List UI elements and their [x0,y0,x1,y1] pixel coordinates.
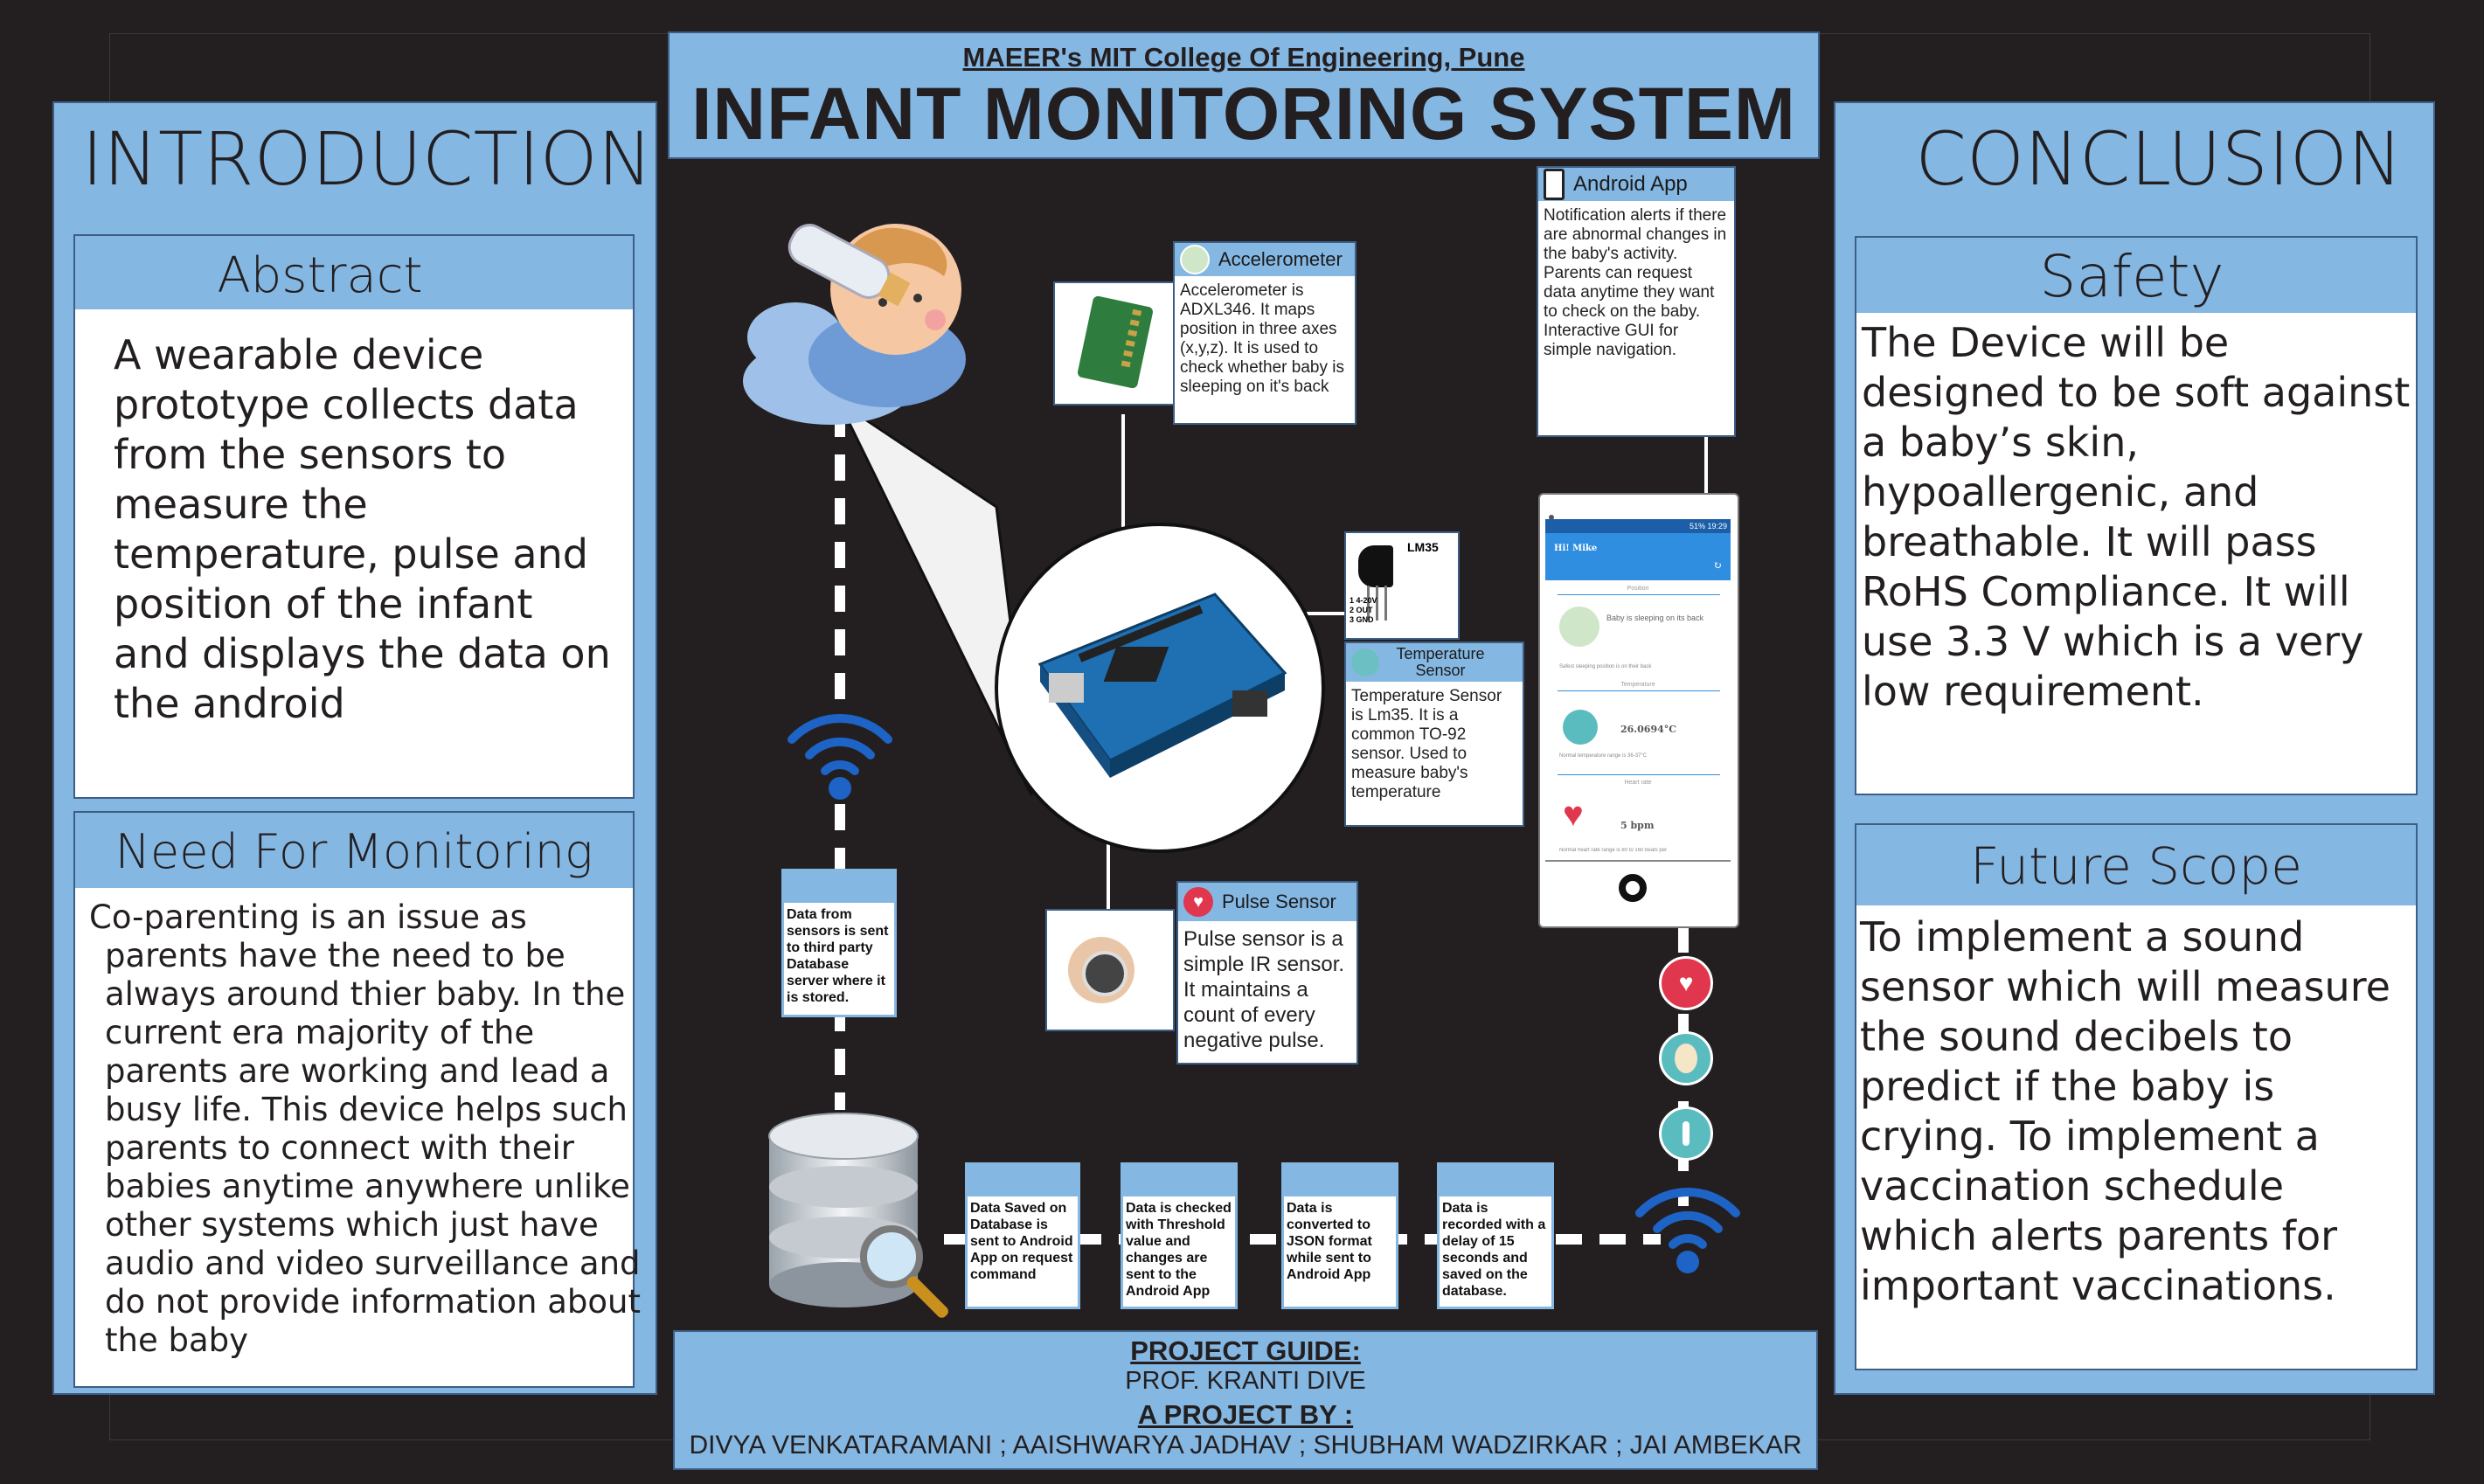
arduino-board-image [1037,593,1287,778]
abstract-card [73,234,635,799]
refresh-icon[interactable]: ↻ [1712,559,1722,572]
flow-box-4: Data is recorded with a delay of 15 seco… [1437,1162,1554,1309]
phone-status-bar: 51% 19:29 [1545,519,1731,533]
phone-heart-note: Normal heart rate range is 80 to 160 bea… [1559,848,1668,853]
need-text: Co-parenting is an issue as parents have… [89,898,642,1359]
android-app-card-head: Android App [1538,168,1734,201]
lm35-photo: LM35 1 4-20V 2 OUT 3 GND [1344,531,1460,640]
accelerometer-card-head: Accelerometer [1175,243,1355,276]
database-icon [768,1113,948,1318]
safety-heading-bar [1856,238,2416,313]
header-banner: MAEER's MIT College Of Engineering, Pune… [668,31,1820,159]
phone-heart-value: 5 bpm [1620,820,1655,831]
phone-baby-icon [1559,607,1599,647]
connector-note-to-db [835,1005,845,1110]
pulse-sensor-photo [1045,909,1175,1031]
phone-position-value: Baby is sleeping on its back [1606,614,1704,622]
lm35-label: LM35 [1407,540,1439,554]
safety-card [1855,236,2418,795]
future-heading-bar [1856,825,2416,905]
guide-label: PROJECT GUIDE: [1130,1335,1361,1366]
phone-greeting: Hi! Mike [1554,544,1598,553]
android-app-card: Android App Notification alerts if there… [1537,166,1736,437]
college-name: MAEER's MIT College Of Engineering, Pune [962,42,1525,73]
connector-server-down [835,804,845,874]
connector-baby-to-server [835,411,845,708]
phone-home-button[interactable] [1619,874,1647,902]
accelerometer-text: Accelerometer is ADXL346. It maps positi… [1180,281,1344,396]
pulse-card-head: ♥ Pulse Sensor [1178,883,1356,921]
android-app-title: Android App [1573,172,1688,196]
phone-position-label: Position [1627,586,1649,592]
temperature-card: Temperature Sensor Temperature Sensor is… [1344,641,1524,827]
pulse-text: Pulse sensor is a simple IR sensor. It m… [1183,927,1345,1052]
safety-text: The Device will be designed to be soft a… [1862,319,2411,715]
need-heading-bar [75,813,633,888]
abstract-text: A wearable device prototype collects dat… [114,331,611,727]
connector-pulse [1107,787,1110,909]
wifi-icon-right [1635,1187,1740,1273]
phone-mockup: 51% 19:29 Hi! Mike ↻ Position Baby is sl… [1538,493,1739,928]
server-note-text: Data from sensors is sent to third party… [787,907,889,1005]
phone-app-bar: Hi! Mike ↻ [1545,533,1731,580]
baby-illustration [743,224,966,425]
future-heading: Future Scope [1970,836,2302,896]
temperature-round-icon [1659,1106,1713,1161]
temperature-card-head: Temperature Sensor [1346,643,1523,682]
conclusion-heading: CONCLUSION [1915,116,2403,202]
safety-heading: Safety [2039,243,2224,310]
server-note-box: Data from sensors is sent to third party… [781,869,897,1017]
flow-box-1: Data Saved on Database is sent to Androi… [965,1162,1080,1309]
abstract-heading-bar [75,236,633,309]
phone-status-text: 51% 19:29 [1689,522,1727,530]
abstract-heading: Abstract [217,247,423,304]
flow-box-2: Data is checked with Threshold value and… [1121,1162,1238,1309]
accelerometer-card: Accelerometer Accelerometer is ADXL346. … [1173,241,1356,425]
connector-accel [1121,414,1125,545]
phone-temperature-value: 26.0694°C [1620,724,1677,735]
flow-text-2: Data is checked with Threshold value and… [1126,1201,1232,1299]
android-app-text: Notification alerts if there are abnorma… [1544,206,1727,359]
flow-text-1: Data Saved on Database is sent to Androi… [970,1201,1073,1282]
baby-position-icon [1659,1031,1713,1085]
accelerometer-photo [1053,281,1177,406]
connector-android-card [1704,435,1708,493]
future-card [1855,823,2418,1370]
future-text: To implement a sound sensor which will m… [1860,913,2390,1309]
lm35-pins: 1 4-20V 2 OUT 3 GND [1350,596,1377,624]
wifi-icon-left [788,713,892,800]
poster-title: INFANT MONITORING SYSTEM [691,73,1796,155]
thermometer-icon [1351,648,1379,676]
phone-thermometer-icon [1563,710,1598,745]
phone-position-note: Safest sleeping position is on their bac… [1559,664,1652,669]
connector-temp [1295,612,1348,615]
need-heading: Need For Monitoring [114,824,593,879]
heart-icon: ♥ [1183,887,1213,917]
flow-box-3: Data is converted to JSON format while s… [1281,1162,1398,1309]
pulse-card: ♥ Pulse Sensor Pulse sensor is a simple … [1176,881,1358,1064]
project-members: DIVYA VENKATARAMANI ; AAISHWARYA JADHAV … [689,1431,1802,1460]
phone-temperature-label: Temperature [1620,682,1655,688]
heart-rate-icon: ♥ [1659,956,1713,1010]
flow-text-4: Data is recorded with a delay of 15 seco… [1442,1201,1546,1299]
project-by-label: A PROJECT BY : [1137,1399,1354,1430]
flow-text-3: Data is converted to JSON format while s… [1287,1201,1372,1282]
introduction-heading: INTRODUCTION [81,116,653,202]
phone-heart-icon: ♥ [1563,795,1584,834]
phone-heart-label: Heart rate [1624,780,1652,786]
pulse-title: Pulse Sensor [1222,891,1336,912]
footer-panel: PROJECT GUIDE: PROF. KRANTI DIVE A PROJE… [673,1330,1818,1470]
need-card [73,811,635,1388]
temperature-title: Temperature Sensor [1396,645,1485,679]
phone-icon [1544,169,1565,200]
accelerometer-title: Accelerometer [1218,248,1343,270]
phone-temperature-note: Normal temperature range is 36-37°C [1559,753,1648,759]
guide-name: PROF. KRANTI DIVE [1125,1367,1366,1395]
baby-icon [1180,245,1210,274]
temperature-text: Temperature Sensor is Lm35. It is a comm… [1351,687,1502,801]
